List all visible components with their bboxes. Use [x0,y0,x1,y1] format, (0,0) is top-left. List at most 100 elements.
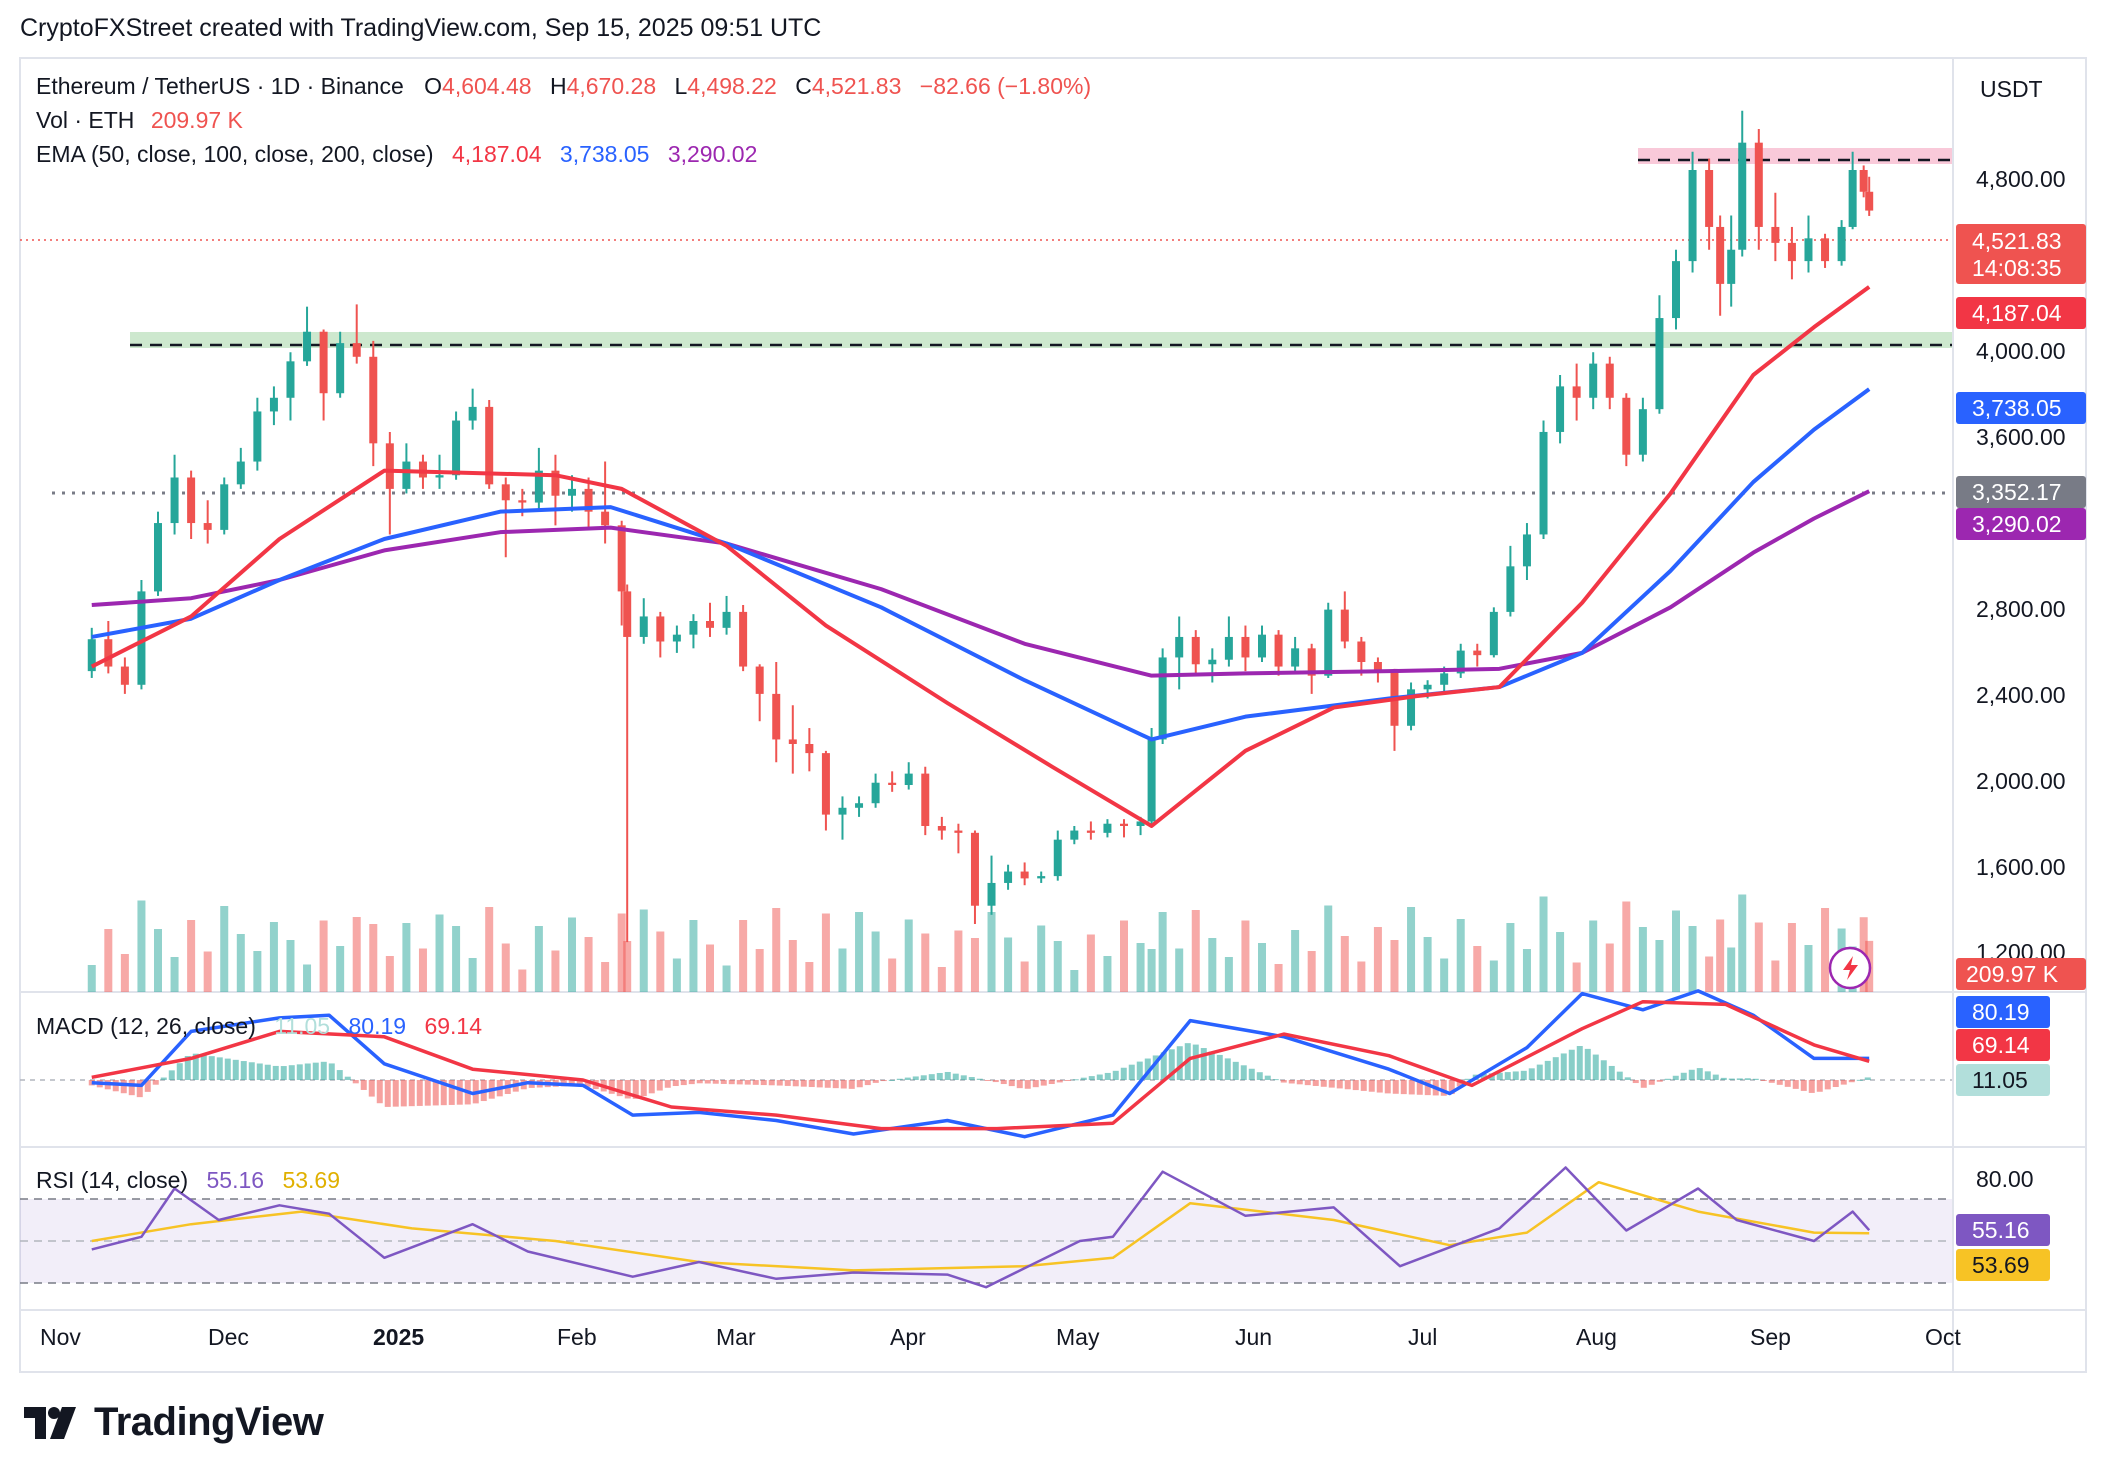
candle-body [1291,648,1300,667]
macd-histogram-bar [696,1080,703,1084]
macd-histogram-bar [440,1080,447,1106]
rsi-value-tag: 55.16 [1972,1217,2030,1243]
volume-bar [937,967,946,992]
candle-body [1136,821,1145,826]
volume-bars [87,894,1874,992]
macd-histogram-bar [1536,1064,1543,1080]
macd-histogram-bar [1072,1079,1079,1081]
macd-histogram-bar [1528,1068,1535,1080]
volume-bar [739,920,748,992]
candle-body [1208,659,1217,665]
macd-histogram-bar [752,1080,759,1085]
macd-histogram-bar [616,1080,623,1097]
legend-rsi-ma: 53.69 [282,1167,340,1193]
candle-body [970,832,979,906]
macd-histogram-bar [1240,1065,1247,1080]
price-scale-currency[interactable]: USDT [1980,76,2043,102]
macd-histogram-bar [904,1077,911,1080]
candle-body [1175,636,1184,658]
macd-histogram-bar [1840,1080,1847,1085]
macd-histogram-bar [1848,1080,1855,1083]
legend-macd-label: MACD (12, 26, close) [36,1013,256,1039]
volume-bar [1572,962,1581,992]
macd-histogram-bar [856,1080,863,1088]
candle-body [1258,634,1266,658]
candle-body [855,803,864,808]
volume-bar [468,958,477,992]
macd-histogram-bar [832,1080,839,1089]
candle-body [1120,823,1128,826]
candle-body [584,488,593,512]
candle-body [1020,871,1029,879]
tradingview-logo[interactable]: TradingView [24,1400,324,1445]
macd-histogram-bar [1104,1072,1111,1080]
volume-bar [1821,908,1830,992]
macd-histogram-bar [1864,1077,1871,1080]
macd-histogram-bar [288,1065,295,1080]
macd-histogram-bar [912,1076,919,1080]
candle-body [187,477,196,524]
macd-histogram-bar [880,1080,887,1082]
volume-bar [1086,934,1095,992]
macd-histogram-bar [208,1056,215,1080]
volume-bar [1020,961,1029,992]
macd-histogram-bar [928,1074,935,1080]
macd-histogram-bar [1120,1067,1127,1080]
macd-histogram-bar [576,1080,583,1086]
macd-histogram-bar [1416,1080,1423,1095]
candle-body [435,475,444,478]
volume-bar [1771,960,1780,992]
candle-body [1357,641,1366,662]
candle-body [1688,170,1697,262]
ema200-price-tag: 3,290.02 [1972,511,2062,537]
volume-bar [1787,923,1796,992]
lightning-icon[interactable] [1828,946,1872,990]
macd-histogram-bar [1096,1074,1103,1080]
volume-bar [1224,957,1233,992]
candle-body [1373,662,1382,672]
volume-bar [970,938,979,992]
volume-bar [838,948,847,992]
volume-bar [623,941,632,992]
volume-bar [1556,932,1565,992]
macd-histogram-bar [992,1080,999,1083]
macd-histogram-bar [1656,1080,1663,1082]
volume-bar [1456,919,1465,992]
candle-body [1053,839,1062,877]
candle-body [871,782,880,804]
candle-body [1324,609,1333,676]
bar-countdown-tag: 14:08:35 [1972,255,2062,281]
candle-body [987,882,996,906]
chart-canvas[interactable]: Ethereum / TetherUS · 1D · Binance O4,60… [0,0,2116,1390]
candle-body [1821,238,1830,262]
macd-histogram-bar [1440,1080,1447,1096]
volume-bar [452,926,461,992]
candle-body [639,616,648,637]
macd-histogram-bar [1776,1080,1783,1085]
macd-histogram-bar [1320,1080,1327,1087]
volume-bar [1423,937,1432,992]
macd-histogram-bar [1664,1078,1671,1080]
macd-histogram-bar [632,1080,639,1099]
macd-histogram-bar [976,1078,983,1080]
macd-histogram-bar [1272,1079,1279,1081]
macd-histogram-bar [256,1063,263,1080]
volume-bar [1539,896,1548,992]
macd-signal-line [91,999,1870,1131]
macd-histogram-bar [792,1080,799,1087]
legend-macd-hist: 11.05 [274,1013,330,1039]
macd-histogram-bar [1800,1080,1807,1091]
macd-histogram-bar [1128,1064,1135,1080]
volume-bar [1489,960,1498,992]
candle-body [203,523,212,530]
macd-histogram-bar [872,1080,879,1083]
price-tick: 2,000.00 [1976,768,2066,794]
macd-histogram-bar [1328,1080,1335,1088]
macd-histogram-bar [1312,1080,1319,1086]
candle-body [623,591,632,637]
macd-histogram-bar [1376,1080,1383,1093]
volume-bar [1158,912,1167,992]
candle-body [788,739,797,744]
volume-bar [1506,923,1515,992]
volume-bar [1589,920,1598,992]
